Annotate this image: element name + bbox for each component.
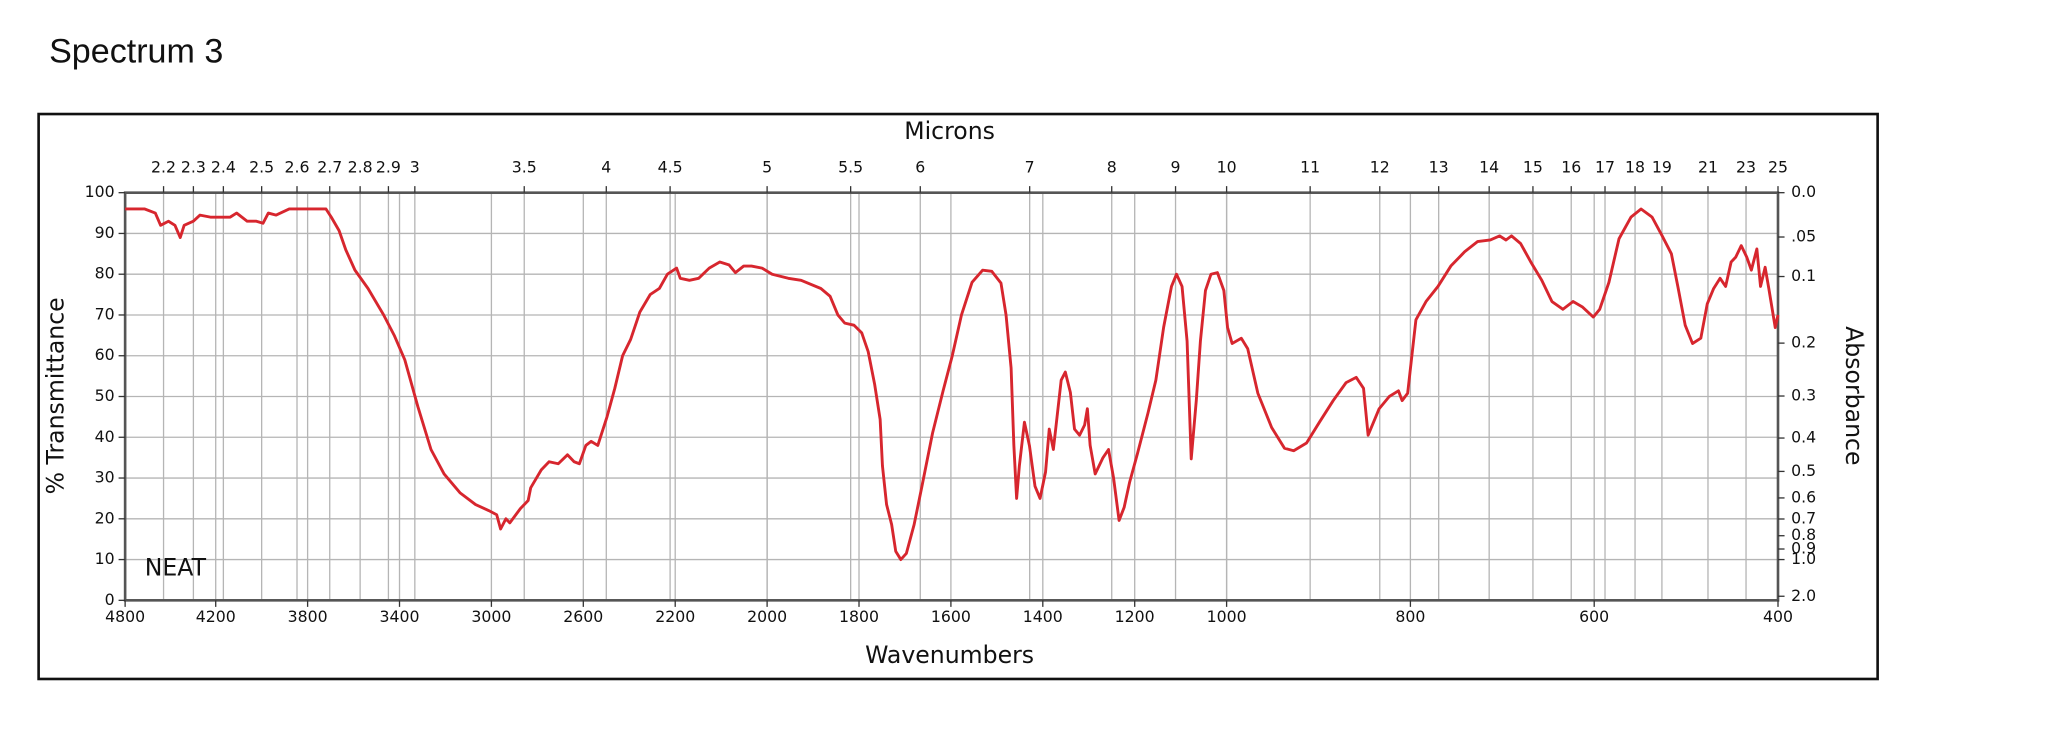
y2-tick-label: 0.5 — [1791, 461, 1816, 480]
x-tick-label: 1800 — [839, 607, 879, 626]
y2-tick-label: 0.7 — [1791, 508, 1816, 527]
y2-tick-label: 0.2 — [1791, 333, 1816, 352]
x2-tick-label: 14 — [1479, 157, 1499, 176]
x2-tick-label: 2.7 — [317, 157, 342, 176]
x2-tick-label: 21 — [1698, 157, 1718, 176]
x2-tick-label: 12 — [1370, 157, 1390, 176]
y-tick-label: 10 — [95, 549, 115, 568]
spectrum-line — [125, 207, 1780, 562]
chart-title: Spectrum 3 — [49, 33, 223, 71]
y-tick-label: 50 — [95, 386, 115, 405]
x2-tick-label: 3.5 — [512, 157, 537, 176]
x-axis-title: Wavenumbers — [865, 641, 1034, 669]
x2-tick-label: 10 — [1217, 157, 1237, 176]
x2-tick-label: 9 — [1171, 157, 1181, 176]
x2-tick-label: 3 — [410, 157, 420, 176]
x-tick-label: 1600 — [931, 607, 971, 626]
x2-tick-label: 8 — [1107, 157, 1117, 176]
x2-tick-label: 13 — [1429, 157, 1449, 176]
x2-tick-label: 4 — [601, 157, 611, 176]
y-tick-label: 30 — [95, 468, 115, 487]
x-tick-label: 600 — [1579, 607, 1609, 626]
x2-tick-label: 2.8 — [348, 157, 373, 176]
y2-tick-label: 0.0 — [1791, 182, 1816, 201]
y2-tick-label: 0.8 — [1791, 525, 1816, 544]
x-tick-label: 4200 — [196, 607, 236, 626]
y2-tick-label: 0.9 — [1791, 539, 1816, 558]
x2-tick-label: 16 — [1561, 157, 1581, 176]
y-tick-label: 70 — [95, 304, 115, 323]
y-axis-title: % Transmittance — [41, 297, 69, 494]
x2-tick-label: 2.3 — [181, 157, 206, 176]
x-tick-label: 2000 — [747, 607, 787, 626]
y2-tick-label: 0.4 — [1791, 428, 1816, 447]
x2-tick-label: 5 — [762, 157, 772, 176]
y2-tick-label: 0.1 — [1791, 266, 1816, 285]
y-tick-label: 40 — [95, 427, 115, 446]
frame — [37, 112, 1879, 681]
y-tick-label: 0 — [105, 590, 115, 609]
x-tick-label: 2200 — [655, 607, 695, 626]
x-tick-label: 1200 — [1115, 607, 1155, 626]
x2-tick-label: 19 — [1652, 157, 1672, 176]
y2-tick-label: .05 — [1791, 227, 1816, 246]
x2-tick-label: 18 — [1625, 157, 1645, 176]
x-tick-label: 800 — [1395, 607, 1425, 626]
y2-tick-label: 0.3 — [1791, 386, 1816, 405]
x2-tick-label: 2.9 — [376, 157, 401, 176]
x-tick-label: 1400 — [1023, 607, 1063, 626]
x-tick-label: 3000 — [471, 607, 511, 626]
y-tick-label: 20 — [95, 508, 115, 527]
y-tick-label: 100 — [85, 182, 115, 201]
x2-tick-label: 17 — [1595, 157, 1615, 176]
grid — [124, 192, 1779, 601]
x2-tick-label: 7 — [1025, 157, 1035, 176]
y-tick-label: 60 — [95, 345, 115, 364]
x2-tick-label: 2.6 — [285, 157, 310, 176]
x2-tick-label: 4.5 — [658, 157, 683, 176]
x-tick-label: 2600 — [563, 607, 603, 626]
x2-tick-label: 11 — [1300, 157, 1320, 176]
x2-tick-label: 23 — [1736, 157, 1756, 176]
x2-tick-label: 15 — [1523, 157, 1543, 176]
x-tick-label: 4800 — [105, 607, 145, 626]
x-tick-label: 400 — [1763, 607, 1793, 626]
y-tick-label: 80 — [95, 264, 115, 283]
x2-tick-label: 25 — [1768, 157, 1788, 176]
y-tick-label: 90 — [95, 223, 115, 242]
x2-tick-label: 6 — [915, 157, 925, 176]
y2-tick-label: 1.0 — [1791, 549, 1816, 568]
x2-axis-title: Microns — [904, 117, 995, 145]
x-tick-label: 3800 — [288, 607, 328, 626]
y2-axis-title: Absorbance — [1840, 326, 1868, 465]
x2-tick-label: 2.4 — [211, 157, 236, 176]
x2-tick-label: 2.2 — [151, 157, 176, 176]
x2-tick-label: 5.5 — [838, 157, 863, 176]
y2-tick-label: 2.0 — [1791, 586, 1816, 605]
x-tick-label: 3400 — [380, 607, 420, 626]
x2-tick-label: 2.5 — [249, 157, 274, 176]
x-tick-label: 1000 — [1207, 607, 1247, 626]
y2-tick-label: 0.6 — [1791, 487, 1816, 506]
annotation: NEAT — [145, 553, 207, 581]
